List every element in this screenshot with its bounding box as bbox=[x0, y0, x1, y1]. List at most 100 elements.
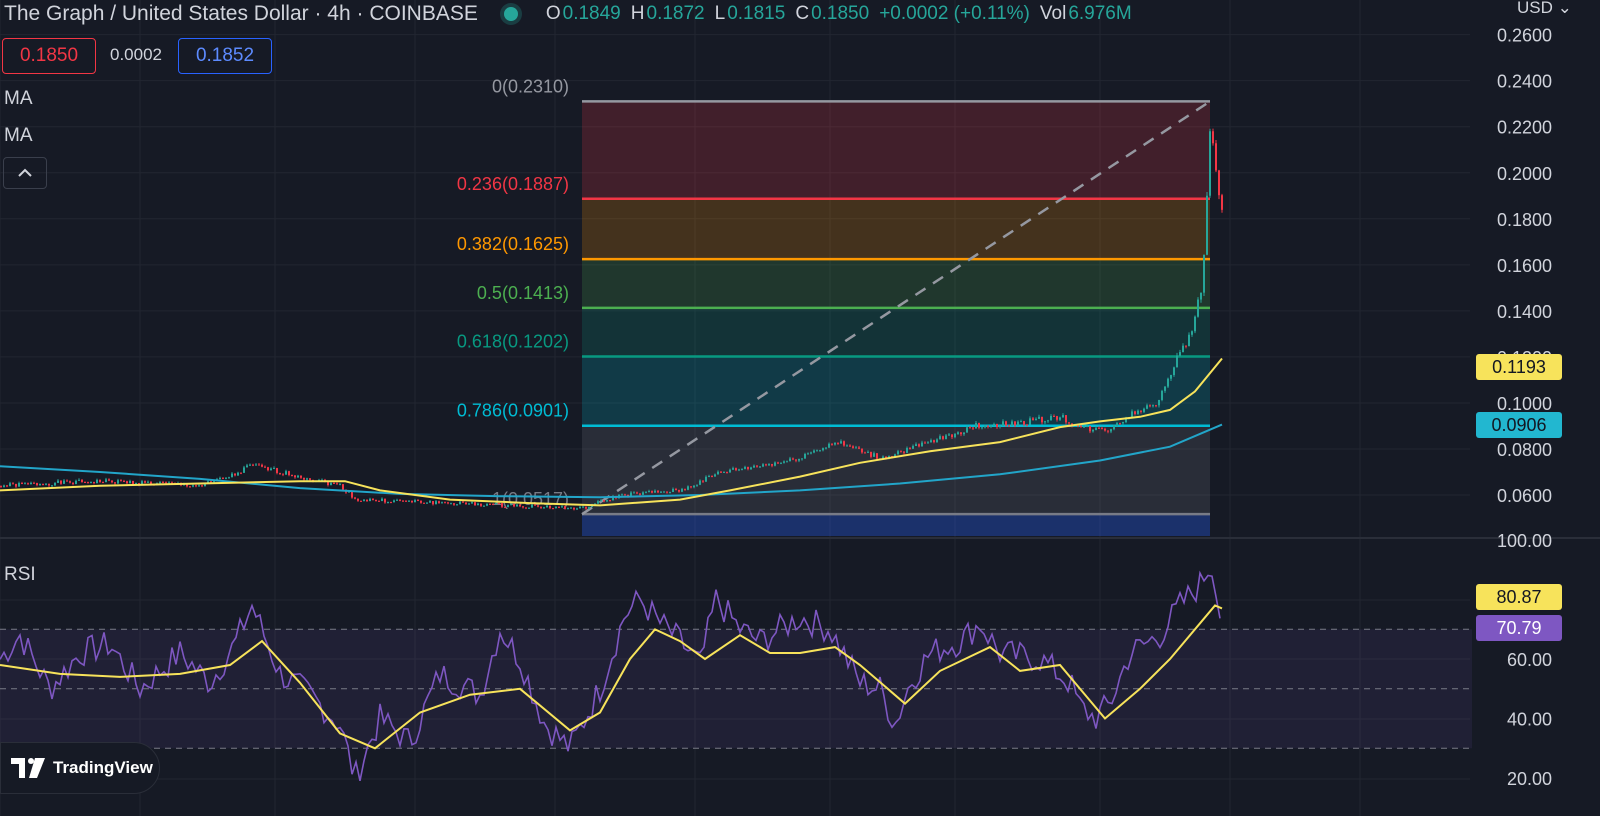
candle-body bbox=[807, 453, 809, 455]
rsi-pane bbox=[0, 570, 1472, 781]
candle-body bbox=[477, 503, 479, 506]
candle-body bbox=[1170, 375, 1172, 379]
candle-body bbox=[489, 503, 491, 505]
candle-body bbox=[420, 500, 422, 503]
candle-body bbox=[141, 481, 143, 485]
candle-body bbox=[423, 502, 425, 504]
volume-key: Vol bbox=[1039, 3, 1067, 24]
candle-body bbox=[231, 473, 233, 478]
candle-body bbox=[510, 504, 512, 506]
candle-body bbox=[723, 471, 725, 473]
candle-body bbox=[621, 494, 623, 496]
candle-body bbox=[975, 423, 977, 429]
candle-body bbox=[375, 499, 377, 501]
tradingview-logo[interactable]: TradingView bbox=[0, 742, 160, 794]
candle-body bbox=[405, 500, 407, 502]
candle-body bbox=[909, 448, 911, 450]
candle-body bbox=[1122, 422, 1124, 424]
candle-body bbox=[168, 482, 170, 484]
candle-body bbox=[819, 450, 821, 452]
spread-value: 0.0002 bbox=[110, 45, 162, 64]
candle-body bbox=[330, 482, 332, 486]
candle-body bbox=[1080, 426, 1082, 428]
indicator-ma-1[interactable]: MA bbox=[4, 88, 33, 109]
candle-body bbox=[849, 445, 851, 447]
candle-body bbox=[681, 488, 683, 492]
candle-body bbox=[870, 451, 872, 457]
candle-body bbox=[1044, 421, 1046, 423]
candle-body bbox=[210, 481, 212, 483]
volume-value: 6.976M bbox=[1068, 3, 1132, 24]
collapse-indicators-button[interactable] bbox=[3, 157, 47, 189]
fib-level-label: 0.618(0.1202) bbox=[457, 331, 569, 351]
candle-body bbox=[120, 480, 122, 482]
indicator-rsi[interactable]: RSI bbox=[4, 564, 36, 585]
rsi-axis-tick: 100.00 bbox=[1497, 531, 1552, 551]
candle-body bbox=[1020, 421, 1022, 423]
candle-body bbox=[837, 442, 839, 444]
fib-level-label: 0(0.2310) bbox=[492, 76, 569, 96]
candle-body bbox=[387, 501, 389, 503]
candle-body bbox=[417, 500, 419, 502]
candle-body bbox=[795, 459, 797, 461]
candle-body bbox=[450, 503, 452, 505]
candle-body bbox=[396, 499, 398, 501]
price-axis-tick: 0.1600 bbox=[1497, 256, 1552, 276]
candle-body bbox=[696, 484, 698, 486]
candle-body bbox=[783, 461, 785, 463]
candle-body bbox=[39, 483, 41, 486]
close-value: 0.1850 bbox=[811, 3, 870, 24]
candle-body bbox=[258, 464, 260, 466]
candle-body bbox=[1182, 345, 1184, 353]
candle-body bbox=[1050, 415, 1052, 421]
currency-selector[interactable]: USD ⌄ bbox=[1517, 0, 1572, 18]
candle-body bbox=[981, 427, 983, 429]
candle-body bbox=[282, 473, 284, 475]
candle-body bbox=[747, 466, 749, 470]
candle-body bbox=[984, 425, 986, 428]
candle-body bbox=[1146, 405, 1148, 409]
symbol-title[interactable]: The Graph / United States Dollar · 4h · … bbox=[4, 2, 478, 25]
candle-body bbox=[294, 475, 296, 478]
candle-body bbox=[0, 485, 2, 487]
candle-body bbox=[669, 492, 671, 494]
candle-body bbox=[354, 497, 356, 499]
candle-body bbox=[1011, 421, 1013, 426]
rsi-axis-tick: 20.00 bbox=[1507, 769, 1552, 789]
candle-body bbox=[144, 481, 146, 483]
candle-body bbox=[1092, 429, 1094, 432]
candle-body bbox=[105, 479, 107, 483]
candle-body bbox=[957, 432, 959, 434]
candle-body bbox=[600, 500, 602, 502]
candle-body bbox=[252, 464, 254, 466]
candle-body bbox=[528, 507, 530, 509]
candle-body bbox=[825, 447, 827, 449]
candle-body bbox=[1083, 426, 1085, 428]
candle-body bbox=[558, 506, 560, 508]
candle-body bbox=[192, 485, 194, 487]
candle-body bbox=[840, 441, 842, 444]
candle-body bbox=[1185, 345, 1187, 347]
candle-body bbox=[954, 433, 956, 438]
sell-button[interactable]: 0.1850 bbox=[2, 38, 96, 74]
candle-body bbox=[522, 506, 524, 508]
candle-body bbox=[603, 500, 605, 502]
candle-body bbox=[867, 451, 869, 453]
candle-body bbox=[939, 436, 941, 440]
logo-text: TradingView bbox=[53, 758, 153, 777]
candle-body bbox=[687, 486, 689, 490]
candle-body bbox=[612, 496, 614, 501]
candle-body bbox=[300, 475, 302, 478]
candle-body bbox=[1089, 426, 1091, 432]
candle-body bbox=[693, 485, 695, 488]
buy-button[interactable]: 0.1852 bbox=[178, 38, 272, 74]
candle-body bbox=[147, 481, 149, 483]
indicator-ma-2[interactable]: MA bbox=[4, 125, 33, 146]
candle-body bbox=[876, 453, 878, 459]
candle-body bbox=[1140, 410, 1142, 412]
rsi-ma-value-tag: 80.87 bbox=[1476, 584, 1562, 610]
candle-body bbox=[789, 458, 791, 462]
candle-body bbox=[366, 499, 368, 502]
rsi-axis-tick: 40.00 bbox=[1507, 710, 1552, 730]
